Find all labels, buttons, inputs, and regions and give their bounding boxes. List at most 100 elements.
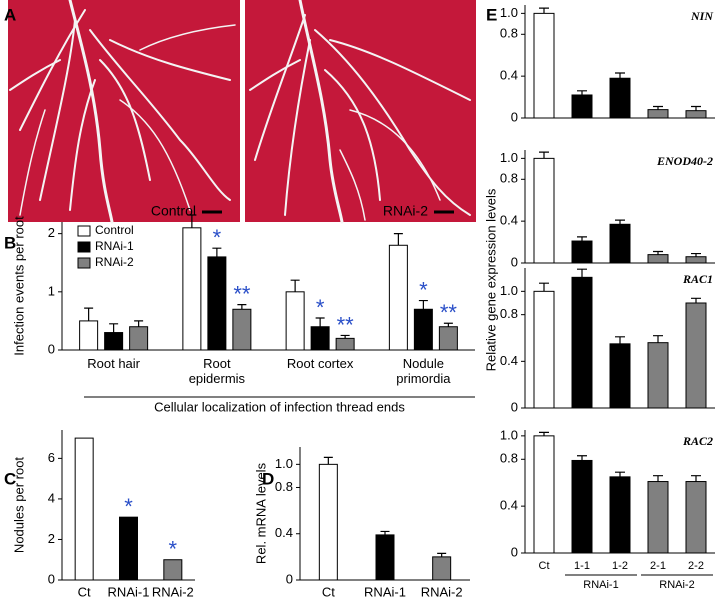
x-tick-label: Root cortex <box>286 356 354 371</box>
y-tick-label: 2 <box>48 531 55 546</box>
x-tick-label: Ct <box>78 584 91 599</box>
error-bar <box>577 90 587 95</box>
x-tick-label: 2-1 <box>650 560 666 572</box>
y-tick-label: 4 <box>48 490 55 505</box>
y-tick-label: 2 <box>48 225 55 240</box>
x-tick-label-box: Nodule primordia <box>396 356 451 386</box>
error-bar <box>577 455 587 461</box>
y-tick-label: 0 <box>511 109 518 124</box>
significance: * <box>169 537 178 562</box>
y-tick-label: 0.8 <box>275 479 293 494</box>
y-axis-title: Relative gene expression levels <box>483 188 498 371</box>
x-tick-label: Root hair <box>87 356 140 371</box>
bar <box>413 308 433 351</box>
error-bar <box>84 307 94 321</box>
x-tick-label: 1-1 <box>574 560 590 572</box>
error-bar <box>539 431 549 436</box>
x-tick-label: RNAi-1 <box>108 584 150 599</box>
error-bar <box>577 268 587 278</box>
bar <box>609 476 631 554</box>
x-tick-label: Ct <box>322 584 335 599</box>
error-bar <box>323 456 333 465</box>
panel-label: E <box>486 5 497 24</box>
bar <box>119 516 138 581</box>
x-tick-label: 2-2 <box>688 560 704 572</box>
x-tick-label-box: Root hair <box>87 356 140 371</box>
y-tick-label: 0 <box>511 399 518 414</box>
error-bar <box>443 322 453 327</box>
error-bar <box>290 279 300 292</box>
bar <box>647 342 669 409</box>
error-bar <box>615 72 625 79</box>
legend-label: RNAi-2 <box>95 255 134 269</box>
bar <box>104 332 124 351</box>
error-bar <box>539 151 549 159</box>
significance: * <box>316 295 325 320</box>
bar <box>388 244 408 351</box>
panel-label: C <box>4 469 16 488</box>
y-tick-label: 0 <box>48 571 55 586</box>
panel-label: D <box>262 469 274 488</box>
y-tick-label: 0.4 <box>500 68 518 83</box>
x-tick-label: Root epidermis <box>188 356 246 386</box>
bar <box>647 109 669 119</box>
error-bar <box>615 471 625 477</box>
significance: * <box>213 225 222 250</box>
bar <box>609 223 631 264</box>
bar <box>533 157 555 264</box>
error-bar <box>653 105 663 110</box>
error-bar <box>691 475 701 482</box>
error-bar <box>109 323 119 333</box>
group-label: RNAi-1 <box>583 579 618 591</box>
group-label: RNAi-2 <box>659 579 694 591</box>
chart-title: RAC2 <box>682 434 713 448</box>
bar <box>438 326 458 351</box>
y-tick-label: 0 <box>511 254 518 269</box>
error-bar <box>691 105 701 111</box>
y-tick-label: 1.0 <box>275 456 293 471</box>
error-bar <box>315 317 325 327</box>
bar <box>163 559 183 581</box>
bar <box>533 290 555 409</box>
bar <box>285 291 305 351</box>
photo-label: RNAi-2 <box>383 203 428 219</box>
y-tick-label: 0.8 <box>500 306 518 321</box>
bar <box>571 459 593 554</box>
bar <box>571 94 593 119</box>
y-tick-label: 1.0 <box>500 5 518 20</box>
bar <box>74 437 94 581</box>
bar <box>571 276 593 409</box>
x-tick-label: Nodule primordia <box>396 356 451 386</box>
error-bar <box>237 304 247 310</box>
y-tick-label: 0.4 <box>500 213 518 228</box>
bar <box>207 256 227 351</box>
error-bar <box>539 7 549 14</box>
bar <box>609 77 631 119</box>
bar <box>571 240 593 264</box>
error-bar <box>134 320 144 327</box>
x-tick-label-box: Root epidermis <box>188 356 246 386</box>
error-bar <box>418 299 428 310</box>
y-tick-label: 1.0 <box>500 150 518 165</box>
bar <box>685 256 707 264</box>
bar <box>375 534 395 581</box>
chart-title: NIN <box>690 9 714 23</box>
bar <box>432 556 452 581</box>
bar <box>685 110 707 119</box>
y-tick-label: 0.4 <box>500 498 518 513</box>
error-bar <box>653 335 663 343</box>
bar <box>318 463 338 581</box>
bar <box>685 481 707 554</box>
bar <box>335 337 355 351</box>
bar <box>647 481 669 554</box>
error-bar <box>393 233 403 246</box>
photo-control <box>8 0 240 224</box>
y-tick-label: 1.0 <box>500 283 518 298</box>
bar <box>232 308 252 351</box>
legend-label: RNAi-1 <box>95 239 134 253</box>
x-tick-label: RNAi-2 <box>421 584 463 599</box>
bar <box>182 227 202 351</box>
y-axis-title: Rel. mRNA levels <box>253 462 268 564</box>
significance: * <box>419 277 428 302</box>
